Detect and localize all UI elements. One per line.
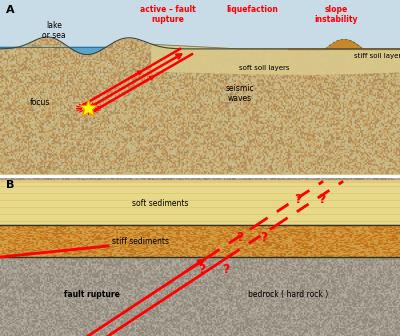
Bar bbox=[0, 225, 400, 257]
Text: slope
instability: slope instability bbox=[314, 5, 358, 24]
Text: bedrock ( hard rock ): bedrock ( hard rock ) bbox=[248, 290, 328, 298]
Text: stiff soil layers: stiff soil layers bbox=[354, 53, 400, 59]
Text: ?: ? bbox=[236, 231, 244, 244]
Text: soft soil layers: soft soil layers bbox=[239, 65, 289, 71]
Text: seismic
waves: seismic waves bbox=[226, 84, 254, 103]
Text: ?: ? bbox=[222, 263, 230, 276]
Text: B: B bbox=[6, 180, 14, 190]
Text: ?: ? bbox=[318, 193, 325, 206]
Polygon shape bbox=[152, 44, 400, 74]
Text: soft sediments: soft sediments bbox=[132, 199, 188, 208]
Text: fault rupture: fault rupture bbox=[64, 290, 120, 298]
Bar bbox=[0, 181, 400, 225]
Text: liquefaction: liquefaction bbox=[226, 5, 278, 14]
Text: focus: focus bbox=[30, 98, 50, 107]
Text: ?: ? bbox=[260, 231, 268, 244]
Text: A: A bbox=[6, 5, 15, 15]
Text: lake
or sea: lake or sea bbox=[42, 21, 66, 40]
Text: stiff sediments: stiff sediments bbox=[112, 237, 168, 246]
Text: ?: ? bbox=[294, 193, 301, 206]
Text: ?: ? bbox=[198, 263, 206, 276]
Text: active – fault
rupture: active – fault rupture bbox=[140, 5, 196, 24]
